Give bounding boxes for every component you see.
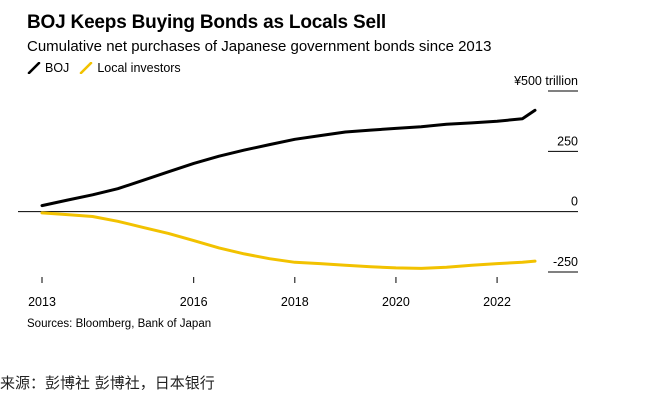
legend-label-local-investors: Local investors bbox=[97, 61, 181, 75]
series-line-boj bbox=[40, 108, 537, 208]
x-tick-label: 2016 bbox=[180, 295, 208, 309]
chart-card: BOJ Keeps Buying Bonds as Locals Sell Cu… bbox=[18, 0, 596, 350]
legend: BOJ Local investors bbox=[27, 61, 191, 75]
legend-item-local-investors: Local investors bbox=[79, 61, 181, 75]
x-tick-label: 2013 bbox=[28, 295, 56, 309]
series-line-local-investors bbox=[40, 211, 537, 270]
legend-item-boj: BOJ bbox=[27, 61, 69, 75]
legend-swatch-boj bbox=[27, 62, 41, 74]
chart-title: BOJ Keeps Buying Bonds as Locals Sell bbox=[27, 12, 386, 33]
x-tick-label: 2018 bbox=[281, 295, 309, 309]
plot-area: ¥500 trillion 250 0 -250 2013 2016 2018 2020 202… bbox=[18, 74, 578, 309]
y-tick-label: 250 bbox=[557, 134, 578, 148]
y-tick-label: ¥500 trillion bbox=[513, 74, 578, 88]
x-tick-label: 2020 bbox=[382, 295, 410, 309]
y-tick-label: -250 bbox=[553, 255, 578, 269]
legend-swatch-local-investors bbox=[80, 62, 93, 74]
source-note: Sources: Bloomberg, Bank of Japan bbox=[27, 318, 212, 330]
chart-subtitle: Cumulative net purchases of Japanese gov… bbox=[27, 38, 492, 55]
y-tick-label: 0 bbox=[571, 195, 578, 209]
x-tick-label: 2022 bbox=[483, 295, 511, 309]
legend-label-boj: BOJ bbox=[45, 61, 70, 75]
image-caption: 来源：彭博社 彭博社，日本银行 bbox=[0, 374, 215, 392]
